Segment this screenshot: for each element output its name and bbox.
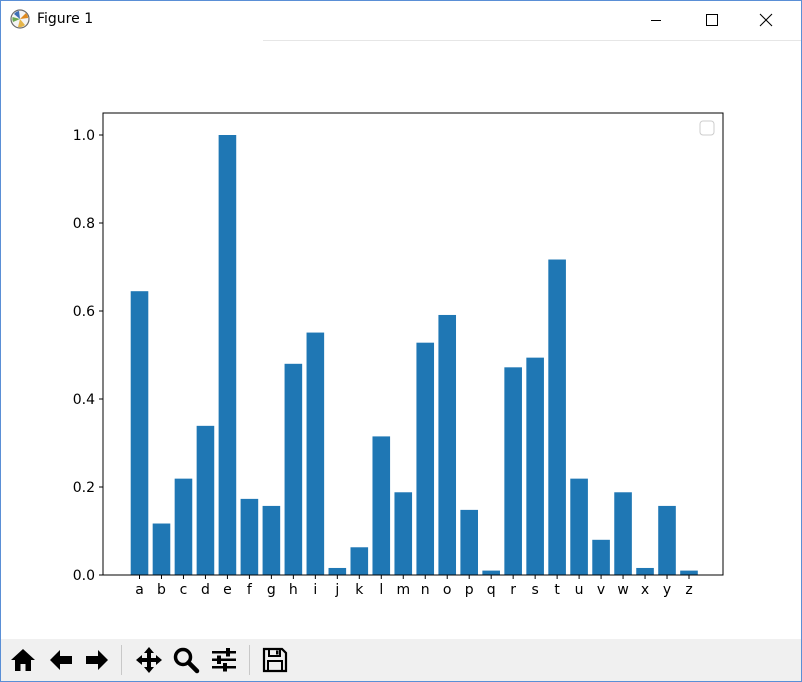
x-tick-label: s [531, 582, 538, 598]
bar-l [372, 436, 391, 575]
close-button[interactable] [743, 1, 789, 39]
x-tick-label: g [267, 582, 276, 598]
y-tick-label: 0.2 [73, 480, 95, 496]
window-title: Figure 1 [37, 11, 94, 27]
y-tick-label: 1.0 [73, 128, 95, 144]
legend-box [699, 120, 715, 136]
bar-m [394, 492, 413, 575]
bar-e [218, 135, 237, 575]
x-tick-label: p [465, 582, 474, 598]
bars-group [130, 135, 698, 575]
bar-w [614, 492, 632, 575]
y-tick-label: 0.0 [73, 568, 95, 584]
forward-button[interactable] [81, 643, 113, 677]
x-tick-label: e [223, 582, 232, 598]
bar-j [328, 567, 347, 575]
minimize-icon [651, 20, 661, 21]
x-tick-label: y [663, 582, 671, 598]
save-button[interactable] [259, 643, 291, 677]
bar-i [306, 332, 325, 575]
x-tick-label: a [135, 582, 144, 598]
home-button[interactable] [7, 643, 39, 677]
bar-y [658, 505, 676, 575]
bar-d [196, 425, 215, 575]
bar-t [548, 259, 566, 575]
y-tick-label: 0.8 [73, 216, 95, 232]
x-tick-label: x [641, 582, 649, 598]
x-tick-label: u [575, 582, 584, 598]
back-button[interactable] [45, 643, 77, 677]
configure-subplots-button[interactable] [208, 643, 240, 677]
axes-frame [102, 112, 724, 576]
x-tick-label: j [334, 582, 339, 598]
bar-p [460, 509, 478, 575]
bar-q [482, 570, 500, 575]
title-bar[interactable]: Figure 1 [1, 1, 801, 39]
bar-r [504, 367, 522, 575]
bar-g [262, 505, 281, 575]
bar-f [240, 498, 259, 575]
bar-b [152, 523, 171, 575]
pan-button[interactable] [133, 643, 165, 677]
floppy-disk-icon [262, 647, 288, 673]
x-tick-label: n [421, 582, 430, 598]
bar-a [130, 291, 149, 575]
bar-v [592, 539, 610, 575]
maximize-icon [706, 14, 718, 26]
x-tick-label: t [554, 582, 560, 598]
x-tick-label: q [487, 582, 496, 598]
arrow-left-icon [50, 650, 72, 670]
maximize-button[interactable] [689, 1, 735, 39]
toolbar-separator [249, 645, 250, 675]
y-tick-label: 0.4 [73, 392, 95, 408]
x-tick-label: b [157, 582, 166, 598]
x-tick-label: k [355, 582, 364, 598]
bar-x [636, 567, 654, 575]
home-icon [11, 649, 35, 671]
title-separator [263, 40, 801, 41]
matplotlib-logo-icon [10, 9, 30, 29]
y-tick-label: 0.6 [73, 304, 95, 320]
magnifier-icon [173, 647, 200, 674]
x-tick-label: l [379, 582, 383, 598]
x-tick-label: v [597, 582, 605, 598]
bar-c [174, 478, 193, 575]
y-axis-ticks: 0.0 0.2 0.4 0.6 0.8 1.0 [73, 128, 103, 584]
x-tick-label: r [510, 582, 516, 598]
bar-z [680, 570, 698, 575]
move-arrows-icon [136, 647, 162, 673]
x-tick-label: w [617, 582, 628, 598]
x-tick-label: h [289, 582, 298, 598]
bar-h [284, 363, 303, 575]
bar-u [570, 478, 588, 575]
x-tick-label: i [313, 582, 317, 598]
sliders-icon [212, 648, 236, 672]
bar-s [526, 357, 544, 575]
x-tick-label: c [180, 582, 188, 598]
navigation-toolbar [1, 639, 801, 681]
x-tick-label: o [443, 582, 452, 598]
zoom-button[interactable] [170, 643, 202, 677]
x-tick-label: z [685, 582, 692, 598]
toolbar-separator [121, 645, 122, 675]
bar-k [350, 547, 369, 575]
x-tick-label: f [247, 582, 253, 598]
bar-n [416, 342, 435, 575]
x-tick-label: m [396, 582, 410, 598]
close-icon [759, 13, 773, 27]
minimize-button[interactable] [633, 1, 679, 39]
arrow-right-icon [86, 650, 108, 670]
x-tick-label: d [201, 582, 210, 598]
bar-o [438, 314, 457, 575]
